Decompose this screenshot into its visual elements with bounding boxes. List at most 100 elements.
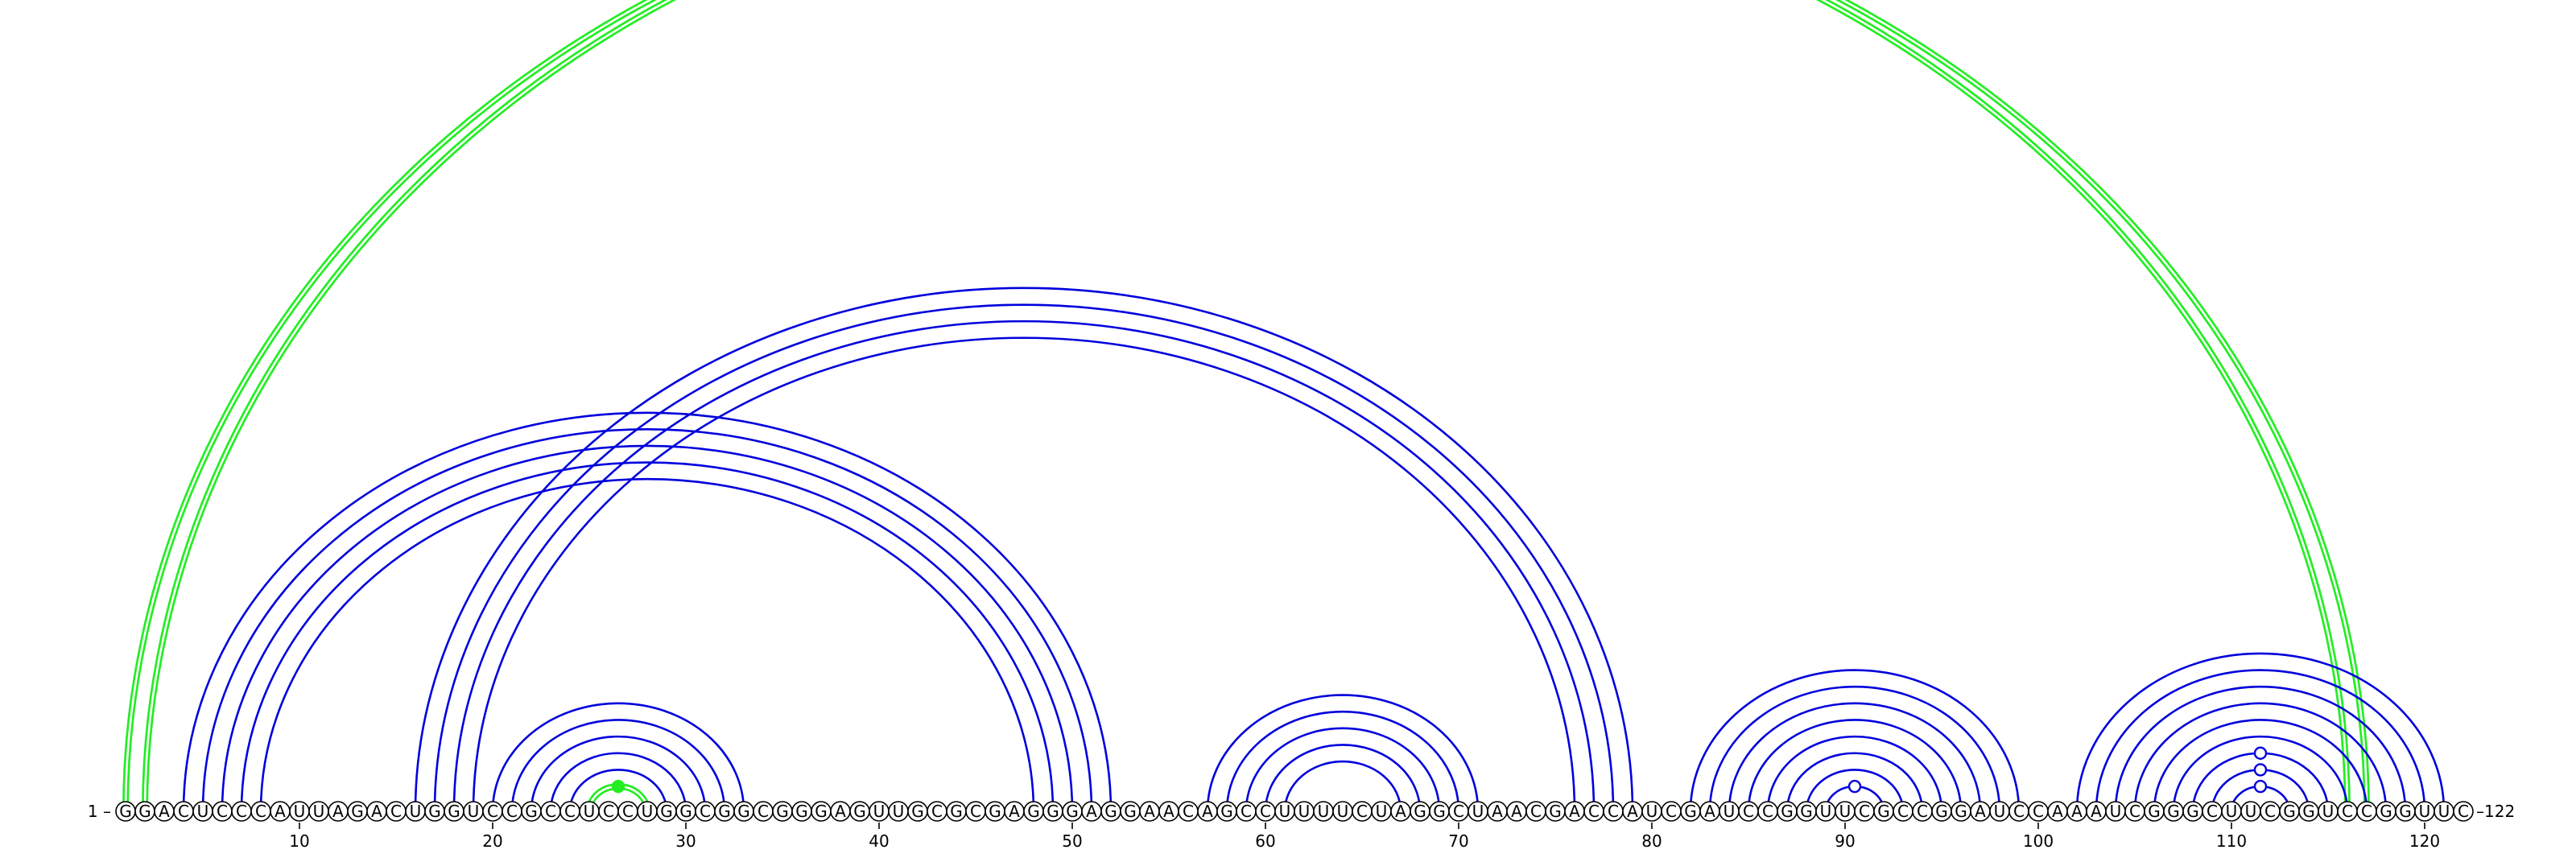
- nucleotide: C: [1178, 801, 1199, 822]
- nucleotide-letter: C: [545, 802, 556, 821]
- nucleotide: A: [1158, 801, 1179, 822]
- base-pair-arc: [1264, 744, 1422, 812]
- nucleotide: U: [888, 801, 909, 822]
- tick-label: 120: [2409, 831, 2440, 851]
- nucleotide: C: [2028, 801, 2049, 822]
- nucleotide: A: [1564, 801, 1585, 822]
- arc-marker: [2253, 746, 2268, 760]
- base-pair-arc: [568, 769, 668, 812]
- base-pair-arc: [2153, 719, 2368, 812]
- nucleotide-letter: A: [1144, 802, 1155, 821]
- nucleotide-letter: G: [718, 802, 731, 821]
- nucleotide-letter: U: [2419, 802, 2431, 821]
- nucleotide: G: [1429, 801, 1450, 822]
- nucleotide-letter: C: [622, 802, 634, 821]
- nucleotide: C: [617, 801, 638, 822]
- nucleotide: C: [1912, 801, 1933, 822]
- nucleotide-letter: A: [835, 802, 846, 821]
- nucleotide: G: [907, 801, 928, 822]
- nucleotide-letter: A: [275, 802, 286, 821]
- nucleotide-letter: C: [2207, 802, 2218, 821]
- tick-label: 90: [1835, 831, 1855, 851]
- tick-label: 70: [1448, 831, 1468, 851]
- nucleotide: C: [2453, 801, 2474, 822]
- nucleotide-letter: C: [758, 802, 769, 821]
- nucleotide: G: [1931, 801, 1952, 822]
- nucleotide-letter: U: [2322, 802, 2334, 821]
- nucleotide-letter: C: [1859, 802, 1870, 821]
- nucleotide-letter: U: [2226, 802, 2238, 821]
- nucleotide: C: [502, 801, 522, 822]
- base-pair-arc: [510, 719, 726, 812]
- tick-label: 110: [2216, 831, 2247, 851]
- nucleotide-letter: C: [2342, 802, 2353, 821]
- nucleotide-letter: U: [1724, 802, 1736, 821]
- nucleotide-letter: C: [2361, 802, 2372, 821]
- nucleotide-letter: G: [1124, 802, 1137, 821]
- nucleotide: C: [2124, 801, 2145, 822]
- base-pair-arc: [2172, 735, 2349, 812]
- nucleotide-letter: A: [1009, 802, 1020, 821]
- nucleotide-letter: G: [1433, 802, 1446, 821]
- nucleotide: U: [2318, 801, 2339, 822]
- base-pair-arc: [452, 320, 1596, 812]
- nucleotide: G: [1796, 801, 1817, 822]
- base-pair-arc: [549, 752, 687, 812]
- nucleotide: C: [2202, 801, 2223, 822]
- nucleotide: G: [1216, 801, 1237, 822]
- nucleotide: U: [2105, 801, 2126, 822]
- nucleotide: G: [675, 801, 696, 822]
- nucleotide: U: [1274, 801, 1295, 822]
- nucleotide-letter: U: [642, 802, 654, 821]
- nucleotide: G: [2279, 801, 2300, 822]
- nucleotide: G: [347, 801, 368, 822]
- tick-label: 30: [675, 831, 696, 851]
- nucleotide-letter: G: [815, 802, 828, 821]
- nucleotide-letter: G: [119, 802, 132, 821]
- nucleotide: G: [1023, 801, 1044, 822]
- nucleotide-letter: U: [1646, 802, 1658, 821]
- nucleotide-letter: U: [1472, 802, 1484, 821]
- base-pair-arcs: [122, 0, 2446, 812]
- nucleotide: G: [1410, 801, 1430, 822]
- nucleotide: G: [1042, 801, 1063, 822]
- nucleotide-letter: U: [873, 802, 886, 821]
- nucleotide: G: [444, 801, 464, 822]
- base-pair-arc: [433, 303, 1615, 812]
- nucleotide-letter: C: [487, 802, 498, 821]
- nucleotide: C: [2008, 801, 2029, 822]
- nucleotide-letter: G: [2380, 802, 2392, 821]
- arc-marker: [2253, 779, 2268, 794]
- sequence-end-label: –122: [2476, 802, 2515, 821]
- nucleotide-letter: C: [2033, 802, 2044, 821]
- nucleotide-letter: U: [584, 802, 596, 821]
- base-pair-arc: [1245, 727, 1441, 812]
- base-pair-arc: [2133, 702, 2388, 812]
- nucleotide: C: [1236, 801, 1257, 822]
- nucleotide: A: [1004, 801, 1025, 822]
- nucleotide-letter: G: [2399, 802, 2412, 821]
- nucleotide-letter: C: [970, 802, 981, 821]
- nucleotide-letter: C: [255, 802, 266, 821]
- nucleotide-letter: G: [1955, 802, 1967, 821]
- base-pair-arc: [1708, 685, 2001, 812]
- nucleotide-letter: G: [1046, 802, 1059, 821]
- nucleotide-letter: G: [2148, 802, 2161, 821]
- nucleotide-letter: U: [410, 802, 422, 821]
- nucleotide: C: [1893, 801, 1913, 822]
- arc-marker: [2253, 763, 2268, 777]
- nucleotide: U: [289, 801, 310, 822]
- nucleotide-letter: U: [1298, 802, 1311, 821]
- nucleotide-letter: A: [1492, 802, 1503, 821]
- nucleotide: G: [1120, 801, 1141, 822]
- nucleotide: G: [2163, 801, 2184, 822]
- nucleotide: C: [173, 801, 194, 822]
- nucleotide: U: [637, 801, 658, 822]
- nucleotide-letter: U: [1337, 802, 1349, 821]
- nucleotide: C: [250, 801, 271, 822]
- base-pair-arc: [414, 287, 1634, 812]
- nucleotide: U: [1989, 801, 2010, 822]
- nucleotide-letter: C: [2013, 802, 2025, 821]
- nucleotide-letter: G: [1781, 802, 1794, 821]
- nucleotide: G: [849, 801, 870, 822]
